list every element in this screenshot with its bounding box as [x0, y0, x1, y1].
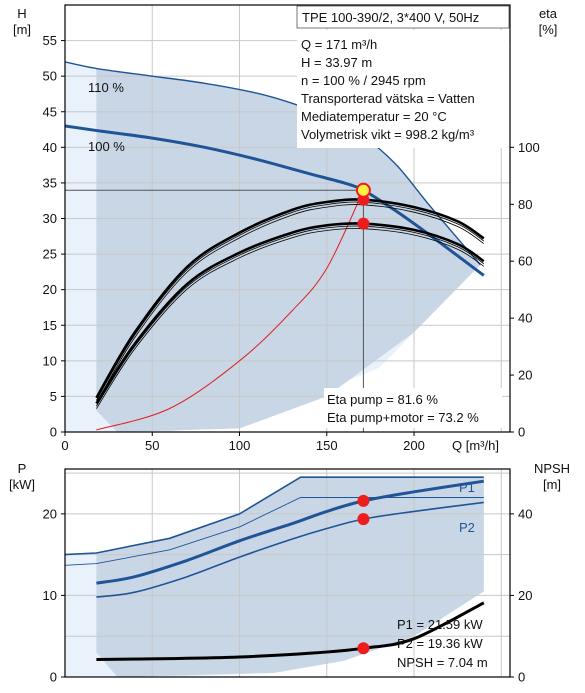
head-axis-ticks: 0 50 100 150 200 0 5 10 15 20 25 30 35 40 45 50 55 0 20 40 6…: [43, 33, 540, 453]
info-liquid: Transporterad vätska = Vatten: [301, 91, 475, 106]
x-tick-label: 100: [229, 438, 251, 453]
h-tick-label: 15: [43, 318, 57, 333]
p2-marker: [357, 513, 370, 526]
p1-curve: [96, 479, 485, 585]
head-curves: [65, 61, 485, 432]
npsh-axis-label: NPSH: [534, 461, 570, 476]
eta-pump-motor-marker: [357, 217, 370, 230]
h-tick-label: 55: [43, 33, 57, 48]
npsh-tick-label: 20: [518, 588, 532, 603]
power-panel: 0 10 20 0 20 40 P [kW] NPSH [m] P1 P2 P1 = 21…: [9, 461, 570, 685]
h-tick-label: 50: [43, 69, 57, 84]
npsh-marker: [357, 642, 370, 655]
h-tick-label: 10: [43, 353, 57, 368]
x-tick-label: 50: [145, 438, 159, 453]
info-box: TPE 100-390/2, 3*400 V, 50Hz Q = 171 m³/…: [296, 5, 510, 148]
info-flow: Q = 171 m³/h: [301, 37, 377, 52]
head-axis-unit: [m]: [13, 22, 31, 37]
power-envelope-main: [96, 477, 484, 677]
info-speed: n = 100 % / 2945 rpm: [301, 73, 426, 88]
npsh-axis-unit: [m]: [543, 477, 561, 492]
npsh-curve: [96, 601, 485, 661]
x-tick-label: 150: [316, 438, 338, 453]
eta-tick-label: 0: [518, 425, 525, 440]
h-tick-label: 20: [43, 282, 57, 297]
operating-range-envelope: [65, 61, 481, 432]
h-tick-label: 30: [43, 211, 57, 226]
p-tick-label: 0: [50, 670, 57, 685]
info-background: [297, 30, 509, 148]
info-density: Volymetrisk vikt = 998.2 kg/m³: [301, 127, 475, 142]
eta-tick-label: 80: [518, 197, 532, 212]
p1-annotation: P1 = 21.59 kW: [397, 617, 483, 632]
head-curve-110: [65, 61, 481, 266]
h-tick-label: 5: [50, 389, 57, 404]
eta-axis-label: eta: [539, 6, 558, 21]
eta-tick-label: 60: [518, 254, 532, 269]
x-tick-label: 200: [403, 438, 425, 453]
head-curve-100: [65, 124, 485, 277]
efficiency-curve-band: [96, 201, 485, 401]
eta-tick-label: 100: [518, 140, 540, 155]
efficiency-curve-band: [96, 204, 485, 404]
h-tick-label: 0: [50, 425, 57, 440]
h-tick-label: 35: [43, 175, 57, 190]
eta-tick-label: 40: [518, 311, 532, 326]
p2-curve-label: P2: [459, 520, 475, 535]
p-tick-label: 20: [43, 506, 57, 521]
h-tick-label: 25: [43, 247, 57, 262]
power-envelope: [65, 477, 484, 677]
power-plot-frame: [64, 468, 511, 678]
h-tick-label: 40: [43, 140, 57, 155]
p1-curve-label: P1: [459, 480, 475, 495]
p-tick-label: 10: [43, 588, 57, 603]
duty-point-marker: [355, 182, 371, 198]
envelope-main-region: [96, 68, 481, 432]
eta-pump-curve: [95, 198, 485, 399]
npsh-annotation: NPSH = 7.04 m: [397, 655, 488, 670]
curve-label-110: 110 %: [88, 80, 124, 95]
power-axis-unit: [kW]: [9, 477, 35, 492]
eta-annotation-background: [324, 388, 502, 428]
pump-model-header: TPE 100-390/2, 3*400 V, 50Hz: [302, 10, 479, 25]
eta-pump-motor-curve: [95, 222, 485, 405]
flow-axis-label: Q [m³/h]: [452, 438, 499, 453]
efficiency-curve-band: [96, 225, 485, 407]
npsh-tick-label: 0: [518, 670, 525, 685]
npsh-tick-label: 40: [518, 506, 532, 521]
x-tick-label: 0: [61, 438, 68, 453]
power-axis-label: P: [18, 461, 27, 476]
head-panel: 0 50 100 150 200 0 5 10 15 20 25 30 35 40 45 50 55 0 20 40 6…: [13, 4, 558, 453]
efficiency-curve-band: [96, 228, 485, 409]
p1-marker: [357, 494, 370, 507]
info-head: H = 33.97 m: [301, 55, 372, 70]
power-curves: [65, 476, 485, 661]
curve-label-100: 100 %: [88, 139, 125, 154]
p2-curve: [96, 501, 484, 598]
info-temperature: Mediatemperatur = 20 °C: [301, 109, 447, 124]
p2-max-curve: [65, 497, 484, 566]
eta-motor-annotation: Eta pump+motor = 73.2 %: [327, 410, 479, 425]
power-axis-ticks: 0 10 20 0 20 40: [43, 506, 533, 684]
p2-annotation: P2 = 19.36 kW: [397, 636, 483, 651]
head-axis-label: H: [17, 6, 26, 21]
h-tick-label: 45: [43, 104, 57, 119]
p1-max-curve: [65, 476, 484, 556]
system-curve: [96, 189, 364, 431]
eta-tick-label: 20: [518, 368, 532, 383]
eta-axis-unit: [%]: [539, 22, 558, 37]
eta-pump-annotation: Eta pump = 81.6 %: [327, 392, 438, 407]
header-box: [296, 5, 510, 29]
